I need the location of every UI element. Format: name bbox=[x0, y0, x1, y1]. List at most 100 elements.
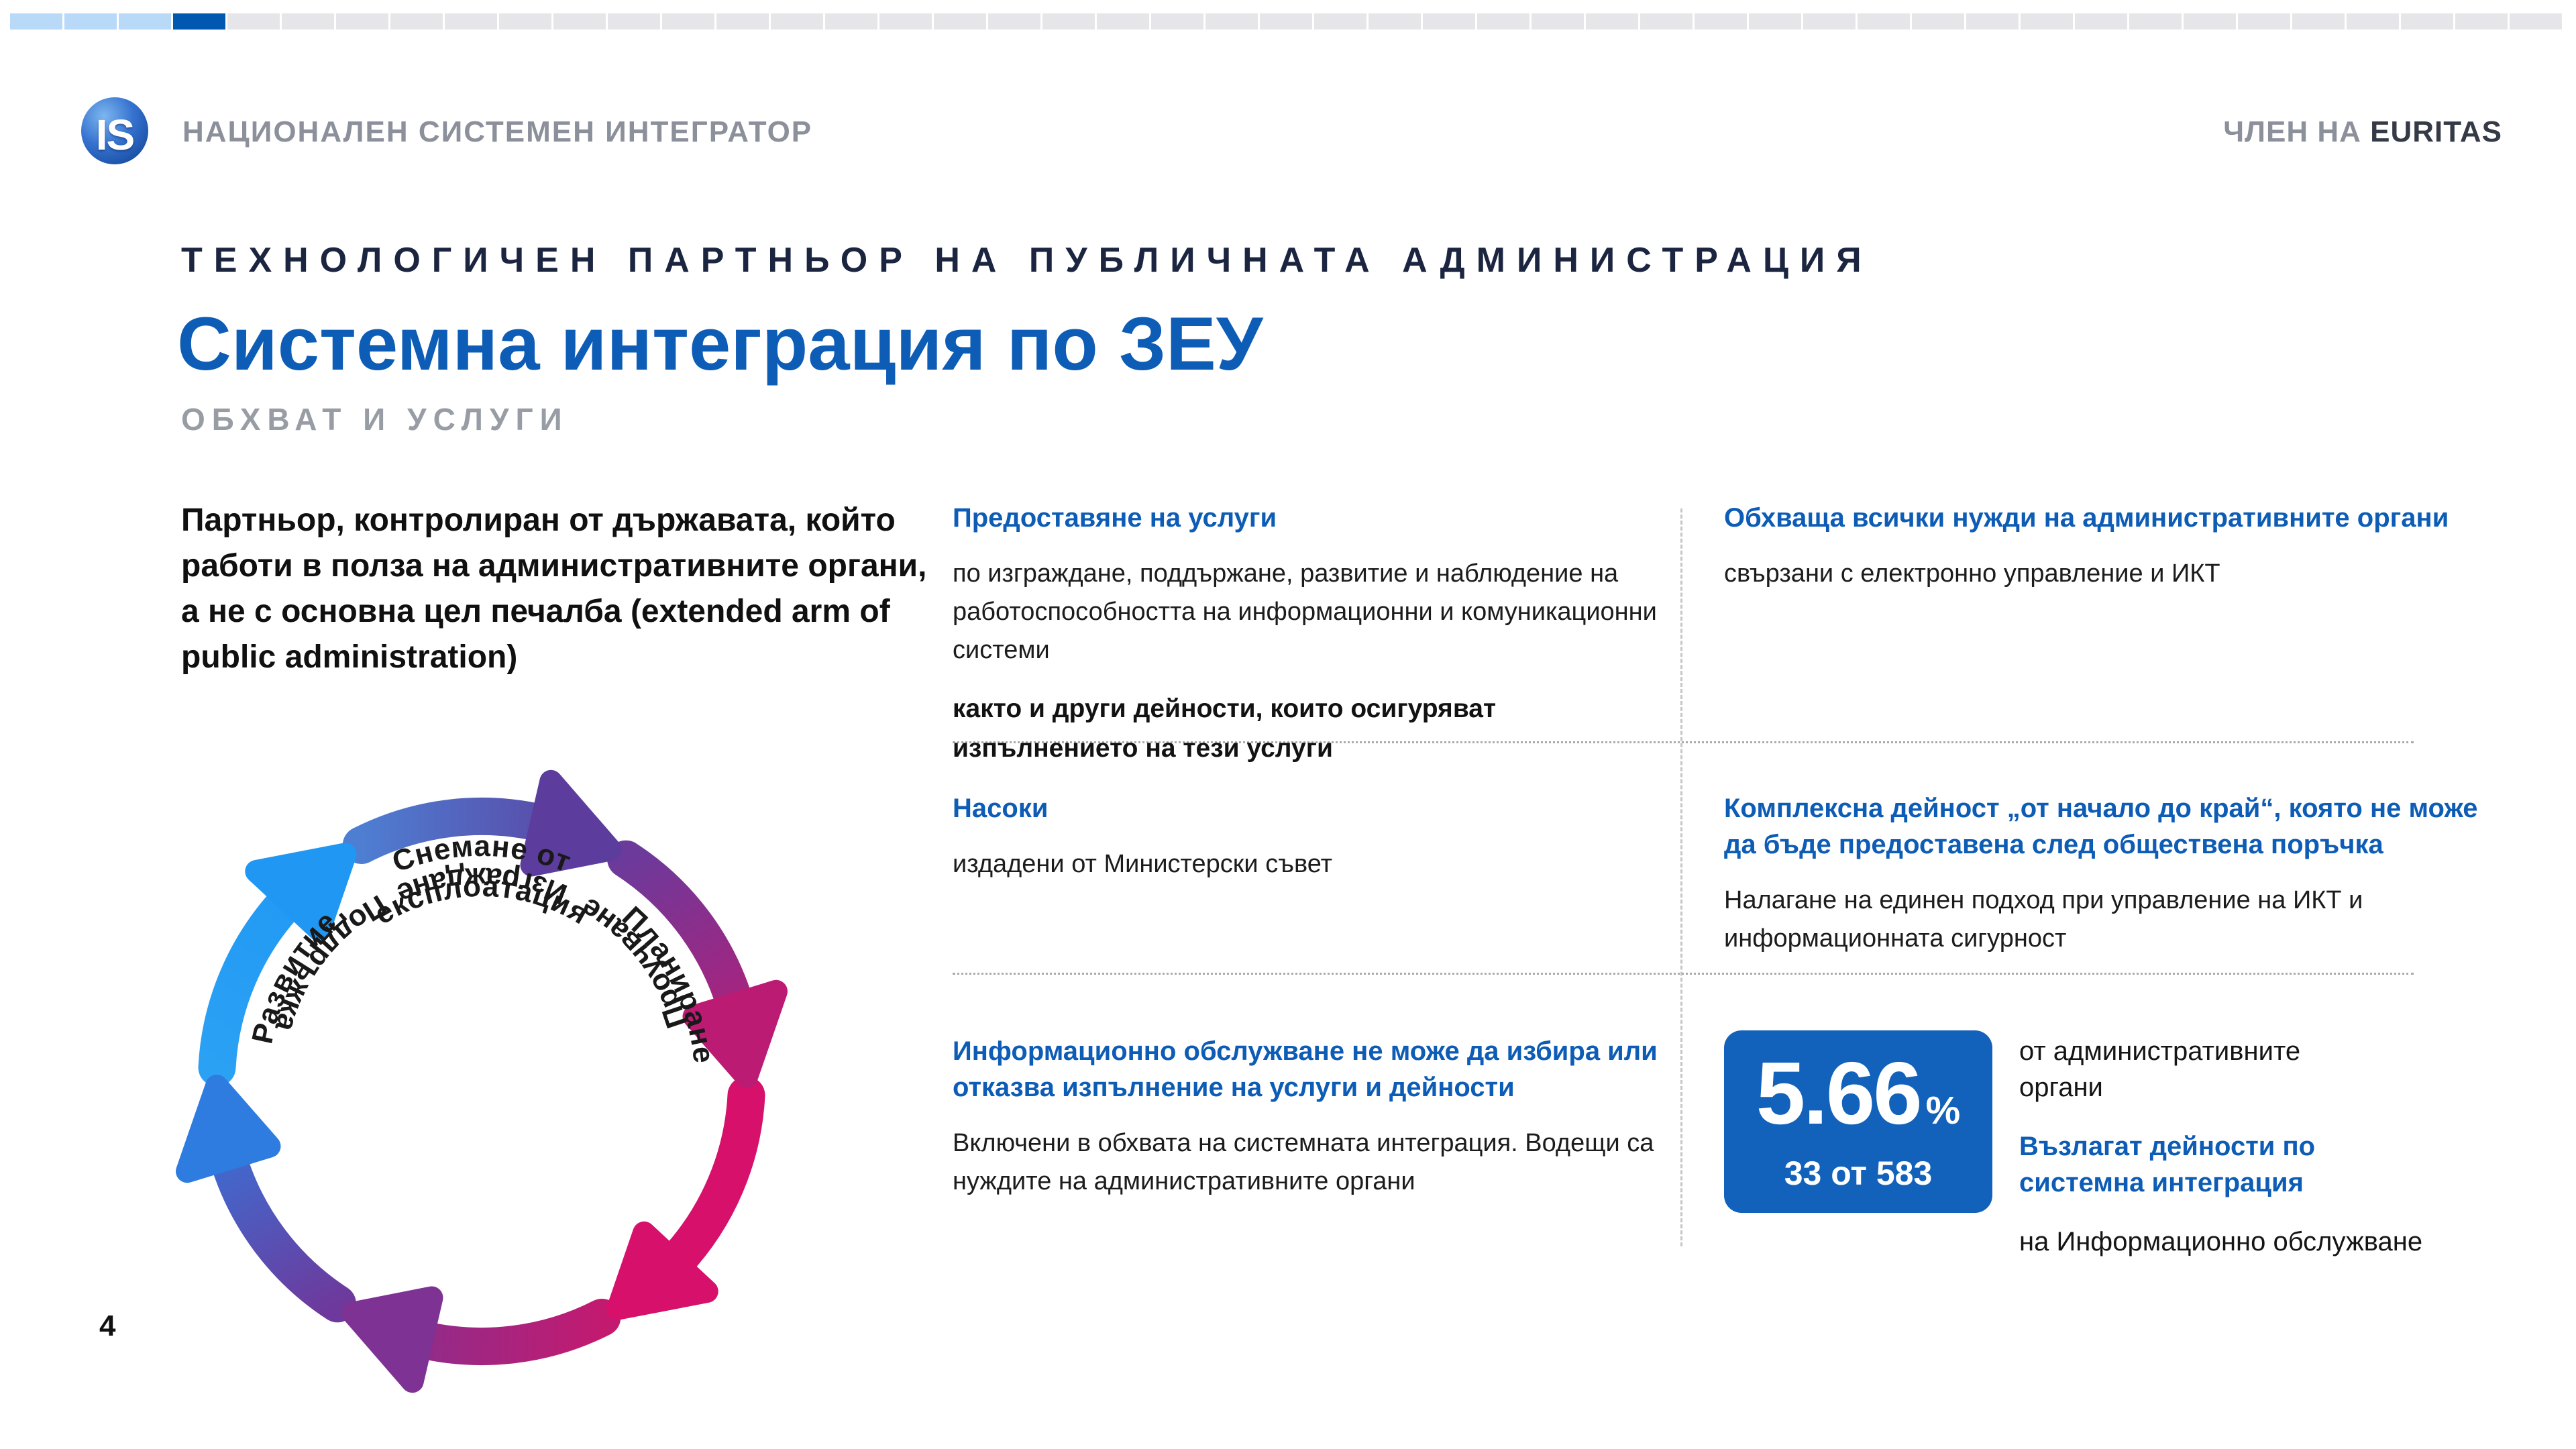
progress-segment bbox=[1858, 13, 1910, 30]
fact-complex-activity-heading: Комплексна дейност „от начало до край“, … bbox=[1724, 794, 2478, 859]
stat-side-line1: от административните органи bbox=[2019, 1036, 2301, 1102]
lifecycle-cycle-diagram: Снемане от експлоатация Планиране Проучв… bbox=[176, 769, 788, 1393]
progress-segment bbox=[1368, 13, 1421, 30]
progress-segment bbox=[499, 13, 551, 30]
progress-segment bbox=[1640, 13, 1693, 30]
fact-coverage: Обхваща всички нужди на административнит… bbox=[1724, 500, 2502, 613]
logo-text: IS bbox=[95, 111, 135, 159]
fact-services-heading: Предоставяне на услуги bbox=[953, 503, 1277, 533]
progress-segment bbox=[2238, 13, 2290, 30]
company-logo: IS bbox=[81, 97, 148, 164]
stat-side-highlight: Възлагат дейности по системна интеграция bbox=[2019, 1132, 2316, 1197]
arrowhead-bottom bbox=[341, 1286, 443, 1393]
arrowhead-top bbox=[520, 769, 622, 877]
intro-paragraph: Партньор, контролиран от държавата, койт… bbox=[181, 502, 927, 676]
progress-segment bbox=[173, 13, 225, 30]
progress-segment bbox=[2292, 13, 2345, 30]
fact-complex-activity-body: Налагане на единен подход при управление… bbox=[1724, 886, 2363, 953]
arrowhead-lower-right bbox=[606, 1221, 718, 1320]
slide-title: Системна интеграция по ЗЕУ bbox=[177, 302, 1263, 386]
progress-segment bbox=[1532, 13, 1584, 30]
arrow-lower-right bbox=[656, 1076, 765, 1281]
stat-unit: % bbox=[1925, 1089, 1961, 1132]
progress-segment bbox=[1749, 13, 1801, 30]
arrowhead-upper-left bbox=[245, 843, 357, 942]
progress-segment bbox=[2401, 13, 2453, 30]
progress-segment bbox=[1803, 13, 1856, 30]
row-divider-1 bbox=[953, 741, 2414, 743]
fact-services-body: по изграждане, поддържане, развитие и на… bbox=[953, 559, 1657, 664]
progress-segment bbox=[1966, 13, 2019, 30]
org-name: НАЦИОНАЛЕН СИСТЕМЕН ИНТЕГРАТОР bbox=[182, 115, 813, 148]
progress-segment bbox=[1260, 13, 1312, 30]
progress-segment bbox=[825, 13, 877, 30]
progress-segment bbox=[1205, 13, 1258, 30]
fact-guidelines-body: издадени от Министерски съвет bbox=[953, 850, 1332, 878]
fact-no-refusal-body: Включени в обхвата на системната интегра… bbox=[953, 1129, 1654, 1195]
stat-value: 5.66 % bbox=[1756, 1049, 1961, 1138]
progress-segment bbox=[662, 13, 714, 30]
progress-segment bbox=[716, 13, 769, 30]
progress-segment bbox=[553, 13, 606, 30]
progress-segment bbox=[2075, 13, 2127, 30]
stat-number: 5.66 bbox=[1756, 1044, 1923, 1142]
progress-segment bbox=[771, 13, 823, 30]
progress-segment bbox=[2184, 13, 2236, 30]
fact-guidelines-heading: Насоки bbox=[953, 794, 1049, 823]
progress-segment bbox=[64, 13, 117, 30]
progress-segment bbox=[1586, 13, 1638, 30]
progress-segment bbox=[2510, 13, 2562, 30]
fact-no-refusal-heading: Информационно обслужване не може да изби… bbox=[953, 1036, 1658, 1102]
progress-segment bbox=[2021, 13, 2073, 30]
progress-segment bbox=[988, 13, 1040, 30]
fact-coverage-heading: Обхваща всички нужди на административнит… bbox=[1724, 503, 2449, 533]
membership-note: ЧЛЕН НА EURITAS bbox=[2223, 115, 2502, 149]
progress-segment bbox=[119, 13, 171, 30]
column-divider bbox=[1680, 508, 1682, 1246]
arrowhead-lower-left bbox=[176, 1074, 281, 1183]
row-divider-2 bbox=[953, 973, 2414, 975]
progress-segment bbox=[1097, 13, 1149, 30]
progress-segment bbox=[879, 13, 932, 30]
progress-segment bbox=[227, 13, 280, 30]
progress-segment bbox=[1423, 13, 1475, 30]
progress-segment bbox=[2347, 13, 2399, 30]
progress-segment bbox=[1477, 13, 1529, 30]
stat-side-line3: на Информационно обслужване bbox=[2019, 1227, 2423, 1256]
fact-services-body-bold: както и други дейности, които осигуряват… bbox=[953, 694, 1497, 763]
progress-segment bbox=[282, 13, 334, 30]
page-number: 4 bbox=[99, 1309, 116, 1342]
cycle-arrows bbox=[198, 798, 765, 1365]
arrow-top bbox=[342, 798, 560, 864]
progress-segment bbox=[1912, 13, 1964, 30]
progress-segment bbox=[1042, 13, 1095, 30]
progress-segment bbox=[2455, 13, 2508, 30]
fact-guidelines: Насоки издадени от Министерски съвет bbox=[953, 790, 1664, 904]
progress-segment bbox=[2129, 13, 2182, 30]
arrow-upper-left bbox=[198, 881, 307, 1087]
member-label: ЧЛЕН НА bbox=[2223, 115, 2371, 148]
progress-segment bbox=[10, 13, 62, 30]
stat-side-text: от административните органи Възлагат дей… bbox=[2019, 1033, 2516, 1283]
cycle-arrowheads bbox=[176, 769, 788, 1393]
arrow-bottom bbox=[403, 1299, 621, 1365]
progress-segment bbox=[1151, 13, 1203, 30]
fact-complex-activity: Комплексна дейност „от начало до край“, … bbox=[1724, 790, 2502, 978]
fact-no-refusal: Информационно обслужване не може да изби… bbox=[953, 1033, 1670, 1221]
arrowhead-upper-right bbox=[682, 979, 788, 1089]
slide-kicker: ТЕХНОЛОГИЧЕН ПАРТНЬОР НА ПУБЛИЧНАТА АДМИ… bbox=[181, 241, 1873, 280]
stat-caption: 33 от 583 bbox=[1784, 1155, 1933, 1192]
progress-segment bbox=[445, 13, 497, 30]
progress-segment bbox=[390, 13, 443, 30]
progress-segment bbox=[608, 13, 660, 30]
fact-services: Предоставяне на услуги по изграждане, по… bbox=[953, 500, 1664, 788]
slide-subtitle: ОБХВАТ И УСЛУГИ bbox=[181, 402, 569, 437]
progress-segment bbox=[336, 13, 388, 30]
member-org: EURITAS bbox=[2370, 115, 2502, 148]
stat-box: 5.66 % 33 от 583 bbox=[1724, 1030, 1992, 1213]
fact-coverage-body: свързани с електронно управление и ИКТ bbox=[1724, 559, 2220, 588]
progress-segment bbox=[1695, 13, 1747, 30]
progress-segment bbox=[934, 13, 986, 30]
slide-progress-bar bbox=[10, 13, 2576, 30]
